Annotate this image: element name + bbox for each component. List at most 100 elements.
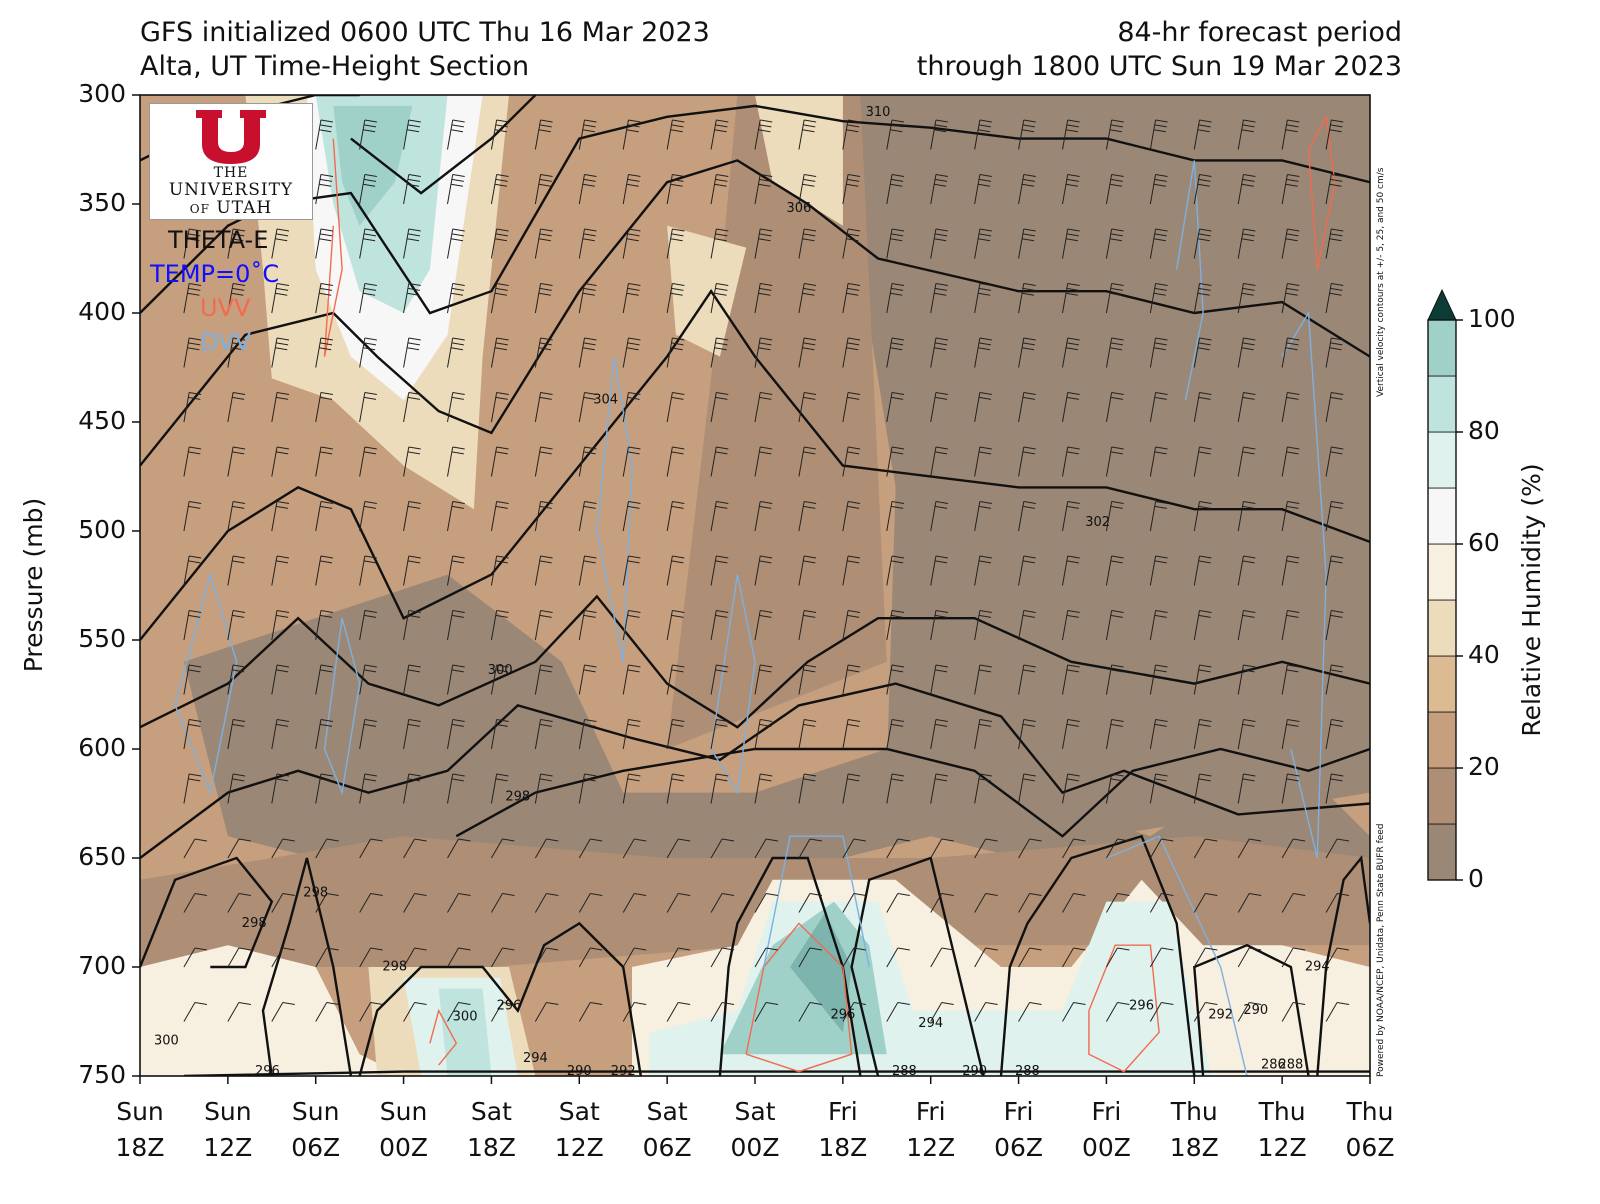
wind-barb — [490, 947, 515, 968]
wind-barb — [710, 282, 729, 314]
x-tick-label-hour: 00Z — [1082, 1133, 1131, 1162]
dvv-contour-1 — [323, 618, 361, 796]
x-tick-label-day: Sat — [647, 1097, 688, 1126]
wind-barb — [447, 119, 465, 150]
wind-barb — [1062, 555, 1080, 586]
rh-region-8 — [667, 225, 747, 357]
vertical-velocity-credit: Vertical velocity contours at +/- 5, 25,… — [1376, 167, 1386, 397]
wind-barb — [1062, 391, 1080, 423]
wind-barb — [183, 892, 208, 913]
wind-barb — [447, 555, 465, 586]
wind-barb — [578, 391, 597, 423]
wind-barb — [930, 892, 954, 913]
colorbar-swatch — [1427, 431, 1457, 489]
rh-region-3 — [140, 836, 1370, 967]
wind-barb — [315, 664, 334, 695]
wind-barb — [490, 892, 515, 913]
wind-barb — [1062, 718, 1080, 750]
wind-barb — [710, 173, 729, 205]
wind-barb — [227, 838, 251, 859]
wind-barb — [886, 609, 905, 641]
wind-barb — [1062, 773, 1080, 804]
colorbar-tick-label: 100 — [1468, 304, 1516, 333]
wind-barb — [1325, 718, 1344, 750]
wind-barb — [534, 173, 553, 205]
wind-barb — [974, 609, 992, 641]
wind-barb — [1018, 500, 1036, 532]
wind-barb — [1062, 337, 1080, 368]
wind-barb — [534, 609, 553, 641]
wind-barb — [578, 119, 597, 150]
wind-barb — [183, 947, 208, 968]
theta-e-contour-3 — [140, 159, 1370, 467]
theta-e-label: 310 — [866, 105, 891, 120]
wind-barb — [1325, 838, 1350, 859]
wind-barb — [666, 446, 685, 477]
wind-barb — [798, 500, 817, 532]
theta-e-contour-10 — [358, 921, 642, 1076]
wind-barb — [1149, 446, 1168, 477]
wind-barb — [490, 664, 509, 695]
wind-barb — [578, 555, 597, 586]
colorbar-tick-label: 0 — [1468, 864, 1484, 893]
x-tick-label-hour: 12Z — [1258, 1133, 1307, 1162]
wind-barb — [1237, 555, 1256, 586]
wind-barb — [315, 228, 334, 259]
wind-barb — [227, 391, 246, 423]
wind-barb — [359, 500, 377, 532]
wind-barb — [359, 282, 377, 314]
wind-barb — [798, 1001, 823, 1022]
wind-barb — [666, 718, 685, 750]
wind-barb — [1105, 500, 1124, 532]
theta-e-contour-12 — [850, 856, 985, 1076]
wind-barb — [710, 838, 735, 859]
wind-barb — [974, 838, 998, 859]
wind-barb — [447, 337, 465, 368]
wind-barb — [490, 391, 509, 423]
wind-barb — [1149, 664, 1168, 695]
x-tick-label-day: Thu — [1346, 1097, 1394, 1126]
x-tick-label-day: Sat — [471, 1097, 512, 1126]
wind-barb — [1237, 1001, 1262, 1022]
title-line-2: Alta, UT Time-Height Section — [140, 51, 530, 82]
wind-barb — [842, 337, 861, 368]
wind-barb — [1237, 892, 1262, 913]
wind-barb — [974, 718, 992, 750]
wind-barb — [1105, 892, 1130, 913]
wind-barb — [886, 282, 905, 314]
wind-barb — [1105, 228, 1124, 259]
relative-humidity-field — [140, 95, 1370, 1076]
wind-barb — [578, 892, 603, 913]
wind-barb — [754, 947, 779, 968]
wind-barb — [622, 664, 641, 695]
wind-barb — [578, 718, 597, 750]
wind-barb — [1018, 838, 1042, 859]
uvv-contour-4 — [1307, 114, 1336, 270]
wind-barb — [490, 718, 509, 750]
wind-barb — [798, 337, 817, 368]
wind-barb — [1325, 173, 1344, 205]
wind-barb — [1237, 718, 1256, 750]
wind-barb — [886, 838, 910, 859]
wind-barb — [666, 1001, 691, 1022]
wind-barb — [1149, 838, 1174, 859]
wind-barb — [754, 337, 773, 368]
dvv-contour-5 — [1106, 835, 1248, 1076]
wind-barb — [403, 173, 421, 205]
wind-barb — [622, 446, 641, 477]
wind-barb — [1149, 947, 1174, 968]
wind-barb — [359, 892, 383, 913]
wind-barb — [1281, 391, 1300, 423]
wind-barb — [798, 664, 817, 695]
theta-e-label: 288 — [892, 1064, 917, 1079]
wind-barb — [1062, 664, 1080, 695]
colorbar-swatch — [1427, 599, 1457, 657]
wind-barb — [1237, 500, 1256, 532]
wind-barb — [447, 773, 465, 804]
wind-barb — [490, 838, 515, 859]
colorbar-tick-label: 40 — [1468, 640, 1500, 669]
wind-barb — [1149, 609, 1168, 641]
wind-barb — [447, 718, 465, 750]
wind-barb — [490, 282, 509, 314]
wind-barb — [183, 446, 202, 477]
